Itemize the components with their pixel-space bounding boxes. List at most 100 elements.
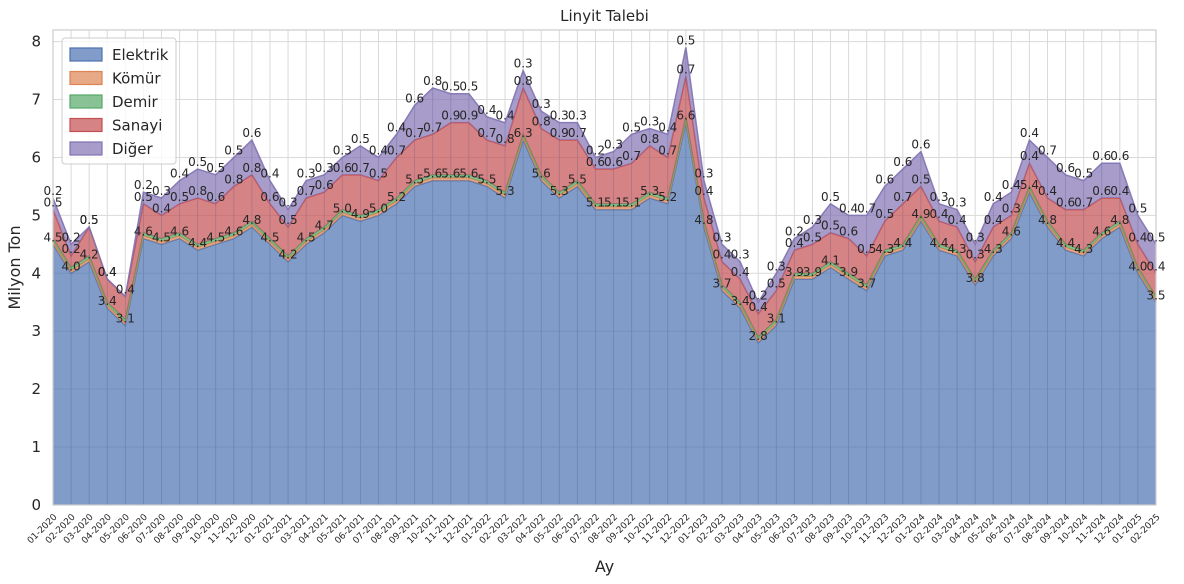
data-label-elektrik: 4.5 — [206, 230, 225, 244]
x-ticks: 01-202002-202003-202004-202005-202006-20… — [26, 512, 1163, 546]
data-label-sanayi: 0.5 — [369, 167, 388, 181]
data-label-elektrik: 4.9 — [351, 207, 370, 221]
data-label-elektrik: 3.4 — [731, 294, 750, 308]
data-label-diğer: 0.3 — [948, 196, 967, 210]
data-label-diğer: 0.6 — [911, 138, 930, 152]
y-tick-label: 0 — [31, 496, 41, 514]
data-label-diğer: 0.5 — [1128, 201, 1147, 215]
data-label-elektrik: 4.6 — [134, 225, 153, 239]
data-label-elektrik: 3.9 — [803, 265, 822, 279]
data-label-sanayi: 0.3 — [966, 248, 985, 262]
data-label-elektrik: 4.8 — [694, 213, 713, 227]
data-label-sanayi: 0.4 — [929, 207, 948, 221]
data-label-sanayi: 0.4 — [984, 213, 1003, 227]
data-label-elektrik: 5.5 — [405, 172, 424, 186]
data-label-elektrik: 4.6 — [170, 225, 189, 239]
data-label-sanayi: 0.8 — [496, 132, 515, 146]
data-label-elektrik: 4.6 — [1002, 225, 1021, 239]
data-label-diğer: 0.5 — [441, 80, 460, 94]
data-label-sanayi: 0.5 — [857, 242, 876, 256]
data-label-diğer: 0.6 — [405, 91, 424, 105]
data-label-elektrik: 4.4 — [929, 236, 948, 250]
data-label-sanayi: 0.5 — [875, 207, 894, 221]
data-label-elektrik: 3.8 — [966, 271, 985, 285]
data-label-diğer: 0.3 — [731, 248, 750, 262]
data-label-diğer: 0.2 — [43, 184, 62, 198]
data-label-elektrik: 4.8 — [1038, 213, 1057, 227]
data-label-diğer: 0.4 — [387, 120, 406, 134]
data-label-diğer: 0.3 — [604, 138, 623, 152]
data-label-diğer: 0.4 — [496, 109, 515, 123]
legend-swatch-sanayi — [69, 117, 103, 133]
series-line-kömür — [52, 119, 1157, 342]
data-label-sanayi: 0.5 — [134, 190, 153, 204]
data-label-diğer: 0.4 — [658, 120, 677, 134]
data-label-sanayi: 0.4 — [1110, 184, 1129, 198]
legend: Elektrik Kömür Demir Sanayi Diğer — [61, 37, 177, 165]
data-label-diğer: 0.7 — [857, 201, 876, 215]
data-label-sanayi: 0.6 — [1056, 196, 1075, 210]
data-label-elektrik: 3.1 — [767, 311, 786, 325]
data-label-elektrik: 4.3 — [875, 242, 894, 256]
data-label-diğer: 0.4 — [1002, 178, 1021, 192]
data-label-diğer: 0.3 — [514, 57, 533, 71]
data-label-elektrik: 2.8 — [749, 329, 768, 343]
data-label-sanayi: 0.7 — [297, 184, 316, 198]
y-ticks: 0 1 2 3 4 5 6 7 8 — [31, 33, 41, 514]
data-label-diğer: 0.3 — [333, 143, 352, 157]
data-label-diğer: 0.3 — [315, 161, 334, 175]
data-label-diğer: 0.2 — [134, 178, 153, 192]
data-label-sanayi: 0.4 — [731, 265, 750, 279]
data-label-elektrik: 5.4 — [1020, 178, 1039, 192]
legend-swatch-kömür — [69, 70, 103, 86]
data-label-sanayi: 0.5 — [821, 219, 840, 233]
data-label-sanayi: 0.6 — [1092, 184, 1111, 198]
data-label-elektrik: 4.5 — [152, 230, 171, 244]
chart-title: Linyit Talebi — [560, 7, 649, 25]
data-label-sanayi: 0.4 — [712, 248, 731, 262]
data-label-diğer: 0.5 — [1146, 230, 1165, 244]
data-label-sanayi: 0.5 — [80, 213, 99, 227]
data-label-diğer: 0.6 — [875, 172, 894, 186]
data-label-elektrik: 5.0 — [333, 201, 352, 215]
data-label-sanayi: 0.4 — [1146, 259, 1165, 273]
area-elektrik — [53, 122, 1156, 506]
data-label-diğer: 0.2 — [62, 230, 81, 244]
data-label-diğer: 0.3 — [279, 196, 298, 210]
data-label-sanayi: 0.5 — [279, 213, 298, 227]
y-tick-label: 5 — [31, 206, 41, 224]
data-label-sanayi: 0.4 — [98, 265, 117, 279]
data-label-elektrik: 4.4 — [188, 236, 207, 250]
legend-swatch-elektrik — [69, 47, 103, 62]
data-label-diğer: 0.3 — [694, 167, 713, 181]
data-label-diğer: 0.3 — [640, 114, 659, 128]
data-label-diğer: 0.6 — [893, 155, 912, 169]
data-label-sanayi: 0.7 — [676, 62, 695, 76]
legend-swatch-diğer — [69, 141, 103, 156]
data-label-sanayi: 0.7 — [658, 143, 677, 157]
data-label-sanayi: 0.5 — [803, 230, 822, 244]
data-label-elektrik: 5.5 — [568, 172, 587, 186]
data-label-elektrik: 4.0 — [1128, 259, 1147, 273]
legend-label-kömür: Kömür — [112, 70, 161, 88]
data-label-elektrik: 5.1 — [604, 196, 623, 210]
data-label-elektrik: 4.4 — [893, 236, 912, 250]
data-label-sanayi: 0.9 — [550, 126, 569, 140]
data-label-sanayi: 0.4 — [116, 282, 135, 296]
data-label-sanayi: 0.8 — [640, 132, 659, 146]
x-axis-label: Ay — [595, 557, 614, 576]
data-label-elektrik: 5.3 — [550, 184, 569, 198]
data-label-elektrik: 4.2 — [80, 248, 99, 262]
legend-swatch-demir — [69, 94, 103, 109]
data-label-sanayi: 0.7 — [568, 126, 587, 140]
y-tick-label: 4 — [31, 264, 41, 282]
data-label-diğer: 0.2 — [749, 288, 768, 302]
legend-label-demir: Demir — [112, 93, 159, 111]
data-label-elektrik: 5.5 — [477, 172, 496, 186]
data-label-sanayi: 0.6 — [206, 190, 225, 204]
data-label-diğer: 0.5 — [188, 155, 207, 169]
data-label-sanayi: 0.8 — [224, 172, 243, 186]
data-label-diğer: 0.6 — [1056, 161, 1075, 175]
legend-box — [61, 37, 177, 165]
